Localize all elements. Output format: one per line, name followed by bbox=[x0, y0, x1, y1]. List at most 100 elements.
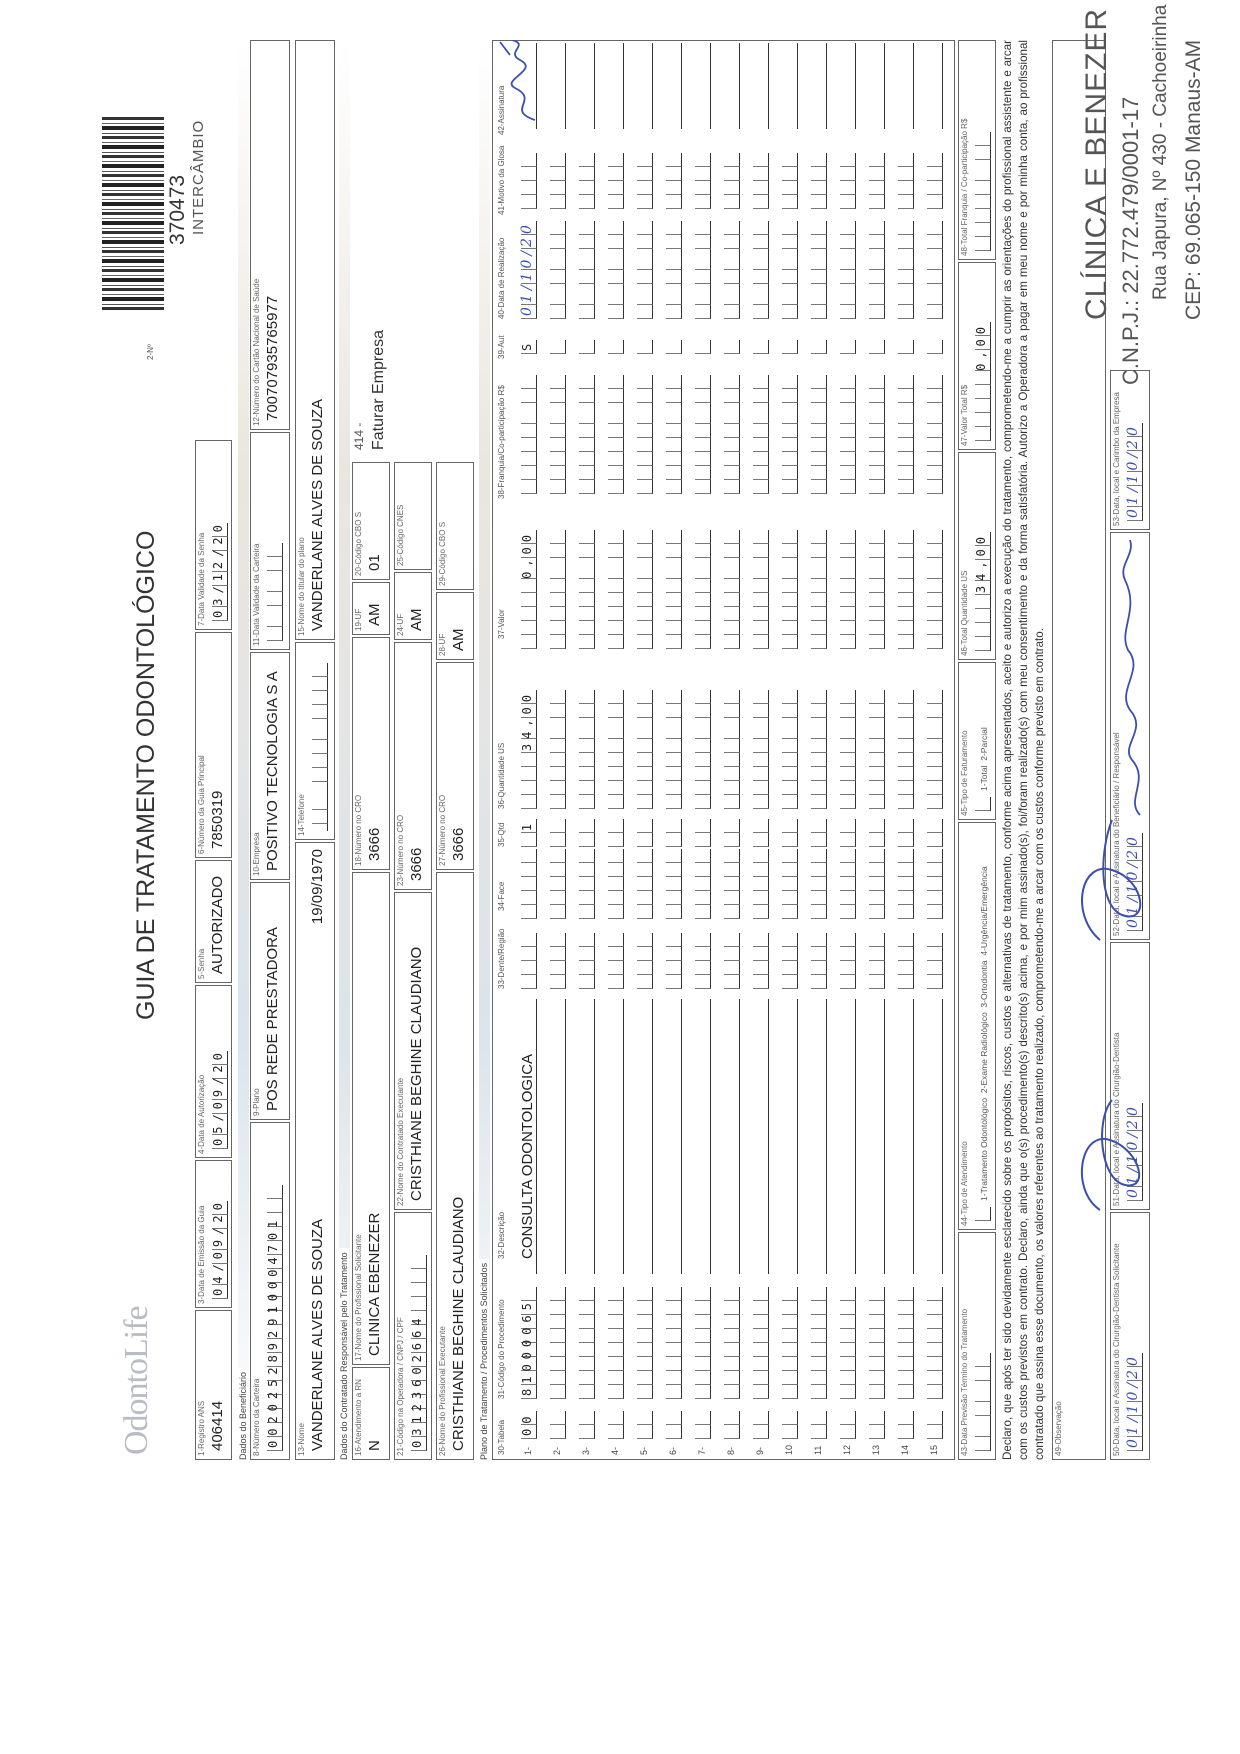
digit-cell bbox=[869, 424, 885, 438]
digit-cell bbox=[782, 739, 798, 753]
digit-cell bbox=[666, 704, 682, 718]
digit-cell bbox=[898, 565, 914, 579]
digit-cell bbox=[267, 1185, 283, 1199]
cell-motivo bbox=[867, 153, 885, 209]
digit-cell bbox=[898, 1371, 914, 1385]
cell-codigo bbox=[896, 1287, 914, 1399]
digit-cell bbox=[927, 1329, 943, 1343]
digit-cell bbox=[608, 1411, 624, 1425]
cell-franquia bbox=[664, 375, 682, 494]
field-profissional-executante: 26-Nome do Profissional Executante CRISTH… bbox=[436, 872, 474, 1460]
cell-data bbox=[925, 221, 943, 319]
cell-value-text bbox=[548, 1436, 564, 1439]
billing-note-code: 414 - bbox=[352, 422, 366, 450]
digit-cell bbox=[637, 891, 653, 905]
field-value: 01 bbox=[366, 554, 383, 571]
digit-cell bbox=[782, 270, 798, 284]
cell-value-text bbox=[635, 351, 651, 354]
procedure-row: 11 bbox=[807, 39, 829, 1459]
digit-cell bbox=[869, 153, 885, 167]
description-line bbox=[652, 999, 653, 1274]
field-label: 52-Data, local e Assinatura do Beneficiá… bbox=[1112, 732, 1121, 936]
digit-cell bbox=[898, 781, 914, 795]
digit-cell bbox=[840, 1357, 856, 1371]
digit-cell bbox=[975, 1367, 991, 1381]
digit-cell bbox=[840, 1287, 856, 1301]
digit-cell bbox=[782, 947, 798, 961]
digit-cell bbox=[975, 399, 991, 413]
cell-dente bbox=[577, 933, 595, 989]
field-value: 04/09/20 bbox=[210, 1198, 228, 1299]
cell-data bbox=[838, 221, 856, 319]
digit-cell bbox=[579, 863, 595, 877]
digit-cell bbox=[666, 781, 682, 795]
digit-cell bbox=[753, 438, 769, 452]
digit-cell bbox=[608, 635, 624, 649]
digit-cell bbox=[666, 389, 682, 403]
digit-cell bbox=[840, 1411, 856, 1425]
row-number: 9- bbox=[755, 1446, 765, 1455]
digit-cell bbox=[550, 291, 566, 305]
digit-cell bbox=[782, 767, 798, 781]
digit-cell bbox=[550, 181, 566, 195]
field-label: 45-Tipo de Faturamento bbox=[960, 730, 969, 816]
cell-value-text bbox=[751, 819, 767, 822]
digit-cell bbox=[550, 607, 566, 621]
row-number: 5- bbox=[639, 1446, 649, 1455]
digit-cell bbox=[608, 621, 624, 635]
digit-cell bbox=[898, 1357, 914, 1371]
digit-cell bbox=[724, 1371, 740, 1385]
digit-cell bbox=[753, 579, 769, 593]
digit-cell bbox=[550, 739, 566, 753]
separator bbox=[695, 284, 711, 291]
cell-value-text bbox=[577, 986, 593, 989]
digit-cell bbox=[695, 739, 711, 753]
cell-franquia bbox=[780, 375, 798, 494]
digit-cell bbox=[927, 256, 943, 270]
digit-cell bbox=[975, 427, 991, 441]
field-value: AM bbox=[408, 608, 425, 632]
cell-value-text bbox=[664, 1396, 680, 1399]
field-value: 7850319 bbox=[209, 790, 226, 849]
cell-value-text bbox=[635, 690, 651, 693]
header-codigo: 31-Código do Procedimento bbox=[497, 1299, 506, 1399]
separator bbox=[579, 558, 595, 565]
digit-cell bbox=[724, 1315, 740, 1329]
cell-codigo bbox=[867, 1287, 885, 1399]
digit-cell bbox=[637, 739, 653, 753]
cell-valor bbox=[606, 530, 624, 649]
digit-cell bbox=[724, 849, 740, 863]
cell-value-text bbox=[693, 1436, 709, 1439]
cell-franquia bbox=[606, 375, 624, 494]
digit-cell bbox=[898, 235, 914, 249]
row-number: 7- bbox=[697, 1446, 707, 1455]
digit-cell bbox=[579, 781, 595, 795]
cell-value-text bbox=[693, 916, 709, 919]
digit-cell bbox=[608, 424, 624, 438]
cell-value-text bbox=[635, 986, 651, 989]
digit-cell bbox=[724, 739, 740, 753]
cell-franquia bbox=[867, 375, 885, 494]
cell-data bbox=[867, 221, 885, 319]
digit-cell bbox=[637, 863, 653, 877]
digit-cell bbox=[608, 1287, 624, 1301]
cell-codigo bbox=[548, 1287, 566, 1399]
digit-cell bbox=[840, 767, 856, 781]
field-cbo-executante: 29-Código CBO S bbox=[436, 462, 474, 590]
digit-cell bbox=[782, 863, 798, 877]
field-value: 01/10/20 bbox=[1125, 1353, 1143, 1451]
cell-value-text bbox=[896, 690, 912, 693]
digit-cell bbox=[666, 544, 682, 558]
cell-value-text bbox=[973, 1448, 989, 1451]
digit-cell bbox=[550, 1411, 566, 1425]
cell-tabela: 00 bbox=[519, 1411, 537, 1439]
digit-cell bbox=[811, 221, 827, 235]
separator bbox=[695, 249, 711, 256]
digit-cell bbox=[724, 565, 740, 579]
digit-cell bbox=[811, 1357, 827, 1371]
separator bbox=[898, 403, 914, 410]
field-value: 05/09/20 bbox=[210, 1048, 228, 1149]
description-line bbox=[681, 999, 682, 1274]
cell-value-text bbox=[664, 690, 680, 693]
field-label: 5-Senha bbox=[197, 948, 206, 979]
